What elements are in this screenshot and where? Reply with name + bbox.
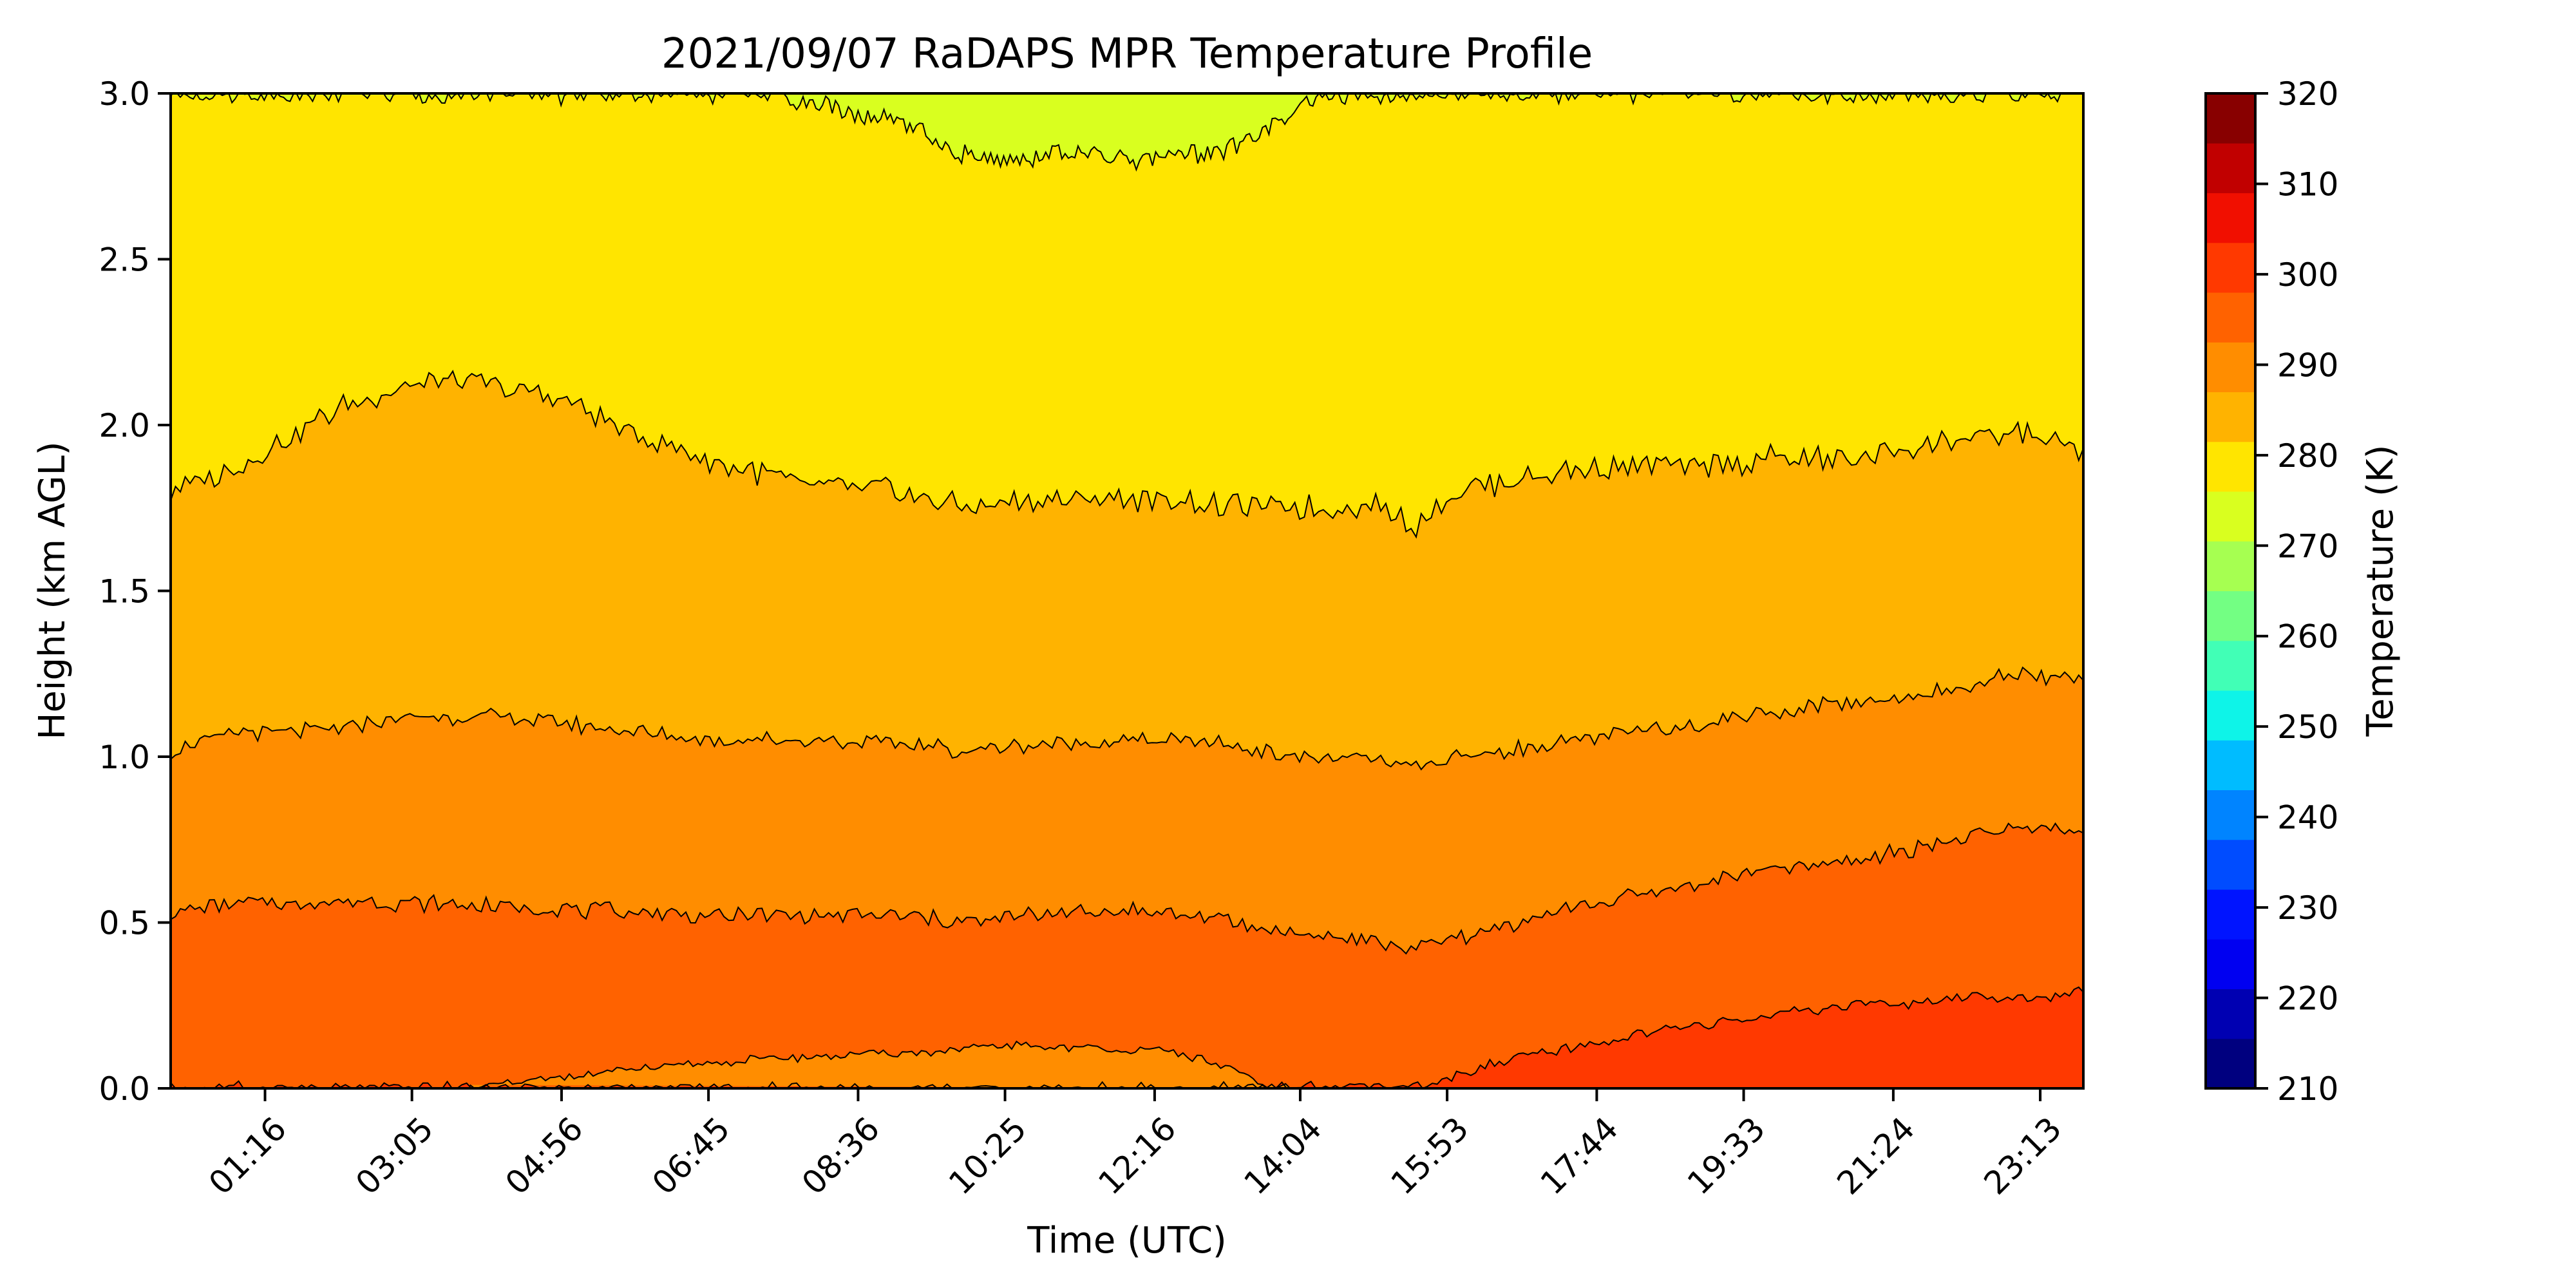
colorbar-swatch (2206, 790, 2255, 840)
x-tick-label: 21:24 (1830, 1110, 1922, 1202)
colorbar-swatch (2206, 441, 2255, 492)
contour-290-line (171, 666, 2083, 771)
contour-280-line (171, 93, 2083, 172)
x-tick-label: 08:36 (795, 1110, 887, 1202)
y-tick-label: 0.5 (99, 905, 150, 942)
plot-area (171, 93, 2083, 1088)
colorbar-swatch (2206, 889, 2255, 940)
chart-title: 2021/09/07 RaDAPS MPR Temperature Profil… (661, 30, 1593, 78)
x-tick-label: 06:45 (645, 1110, 737, 1202)
y-axis-label: Height (km AGL) (32, 441, 73, 739)
colorbar-tick-label: 290 (2277, 346, 2338, 384)
colorbar-swatch (2206, 193, 2255, 243)
contour-280-fill (171, 93, 2083, 170)
x-tick-label: 19:33 (1680, 1110, 1772, 1202)
colorbar-label: Temperature (K) (2360, 445, 2401, 737)
contour-295-surface-line (469, 1040, 1295, 1088)
colorbar-swatch (2206, 93, 2255, 144)
colorbar-swatch (2206, 1038, 2255, 1089)
colorbar-tick-label: 210 (2277, 1070, 2338, 1108)
contour-300-fill (171, 987, 2083, 1088)
y-tick-label: 2.5 (99, 242, 150, 279)
colorbar-swatch (2206, 740, 2255, 790)
colorbar-tick-label: 270 (2277, 527, 2338, 565)
x-axis-label: Time (UTC) (1027, 1220, 1227, 1262)
contour-295-line (171, 822, 2083, 955)
y-tick-label: 0.0 (99, 1070, 150, 1108)
colorbar-tick-label: 260 (2277, 618, 2338, 656)
colorbar-swatch (2206, 392, 2255, 442)
colorbar-tick-label: 220 (2277, 980, 2338, 1018)
colorbar-swatch (2206, 342, 2255, 392)
x-tick-label: 15:53 (1384, 1110, 1476, 1202)
colorbar-tick-label: 280 (2277, 437, 2338, 475)
x-tick-label: 10:25 (942, 1110, 1034, 1202)
colorbar-swatch (2206, 989, 2255, 1039)
x-tick-label: 01:16 (202, 1110, 294, 1202)
colorbar-swatch (2206, 640, 2255, 691)
colorbar-swatch (2206, 491, 2255, 542)
colorbar-frame (2204, 92, 2257, 1090)
x-tick-label: 17:44 (1533, 1110, 1625, 1202)
contour-295-fill (171, 823, 2083, 1088)
colorbar-tick-label: 320 (2277, 75, 2338, 113)
x-tick-label: 14:04 (1237, 1110, 1329, 1202)
y-tick-label: 3.0 (99, 75, 150, 113)
colorbar-tick-label: 310 (2277, 166, 2338, 203)
colorbar-swatch (2206, 591, 2255, 641)
y-tick-label: 2.0 (99, 407, 150, 444)
y-tick-label: 1.0 (99, 739, 150, 776)
colorbar-swatch (2206, 690, 2255, 741)
colorbar-swatch (2206, 541, 2255, 591)
colorbar-swatch (2206, 143, 2255, 193)
colorbar-tick-label: 300 (2277, 256, 2338, 294)
colorbar: 210 220 230 240 250 260 270 280 290 300 310 320 (2204, 75, 2338, 1108)
colorbar-swatch (2206, 242, 2255, 293)
x-tick-label: 04:56 (498, 1110, 591, 1202)
y-axis: 0.0 0.5 1.0 1.5 2.0 2.5 3.0 (99, 75, 171, 1108)
colorbar-tick-label: 240 (2277, 799, 2338, 837)
colorbar-swatch (2206, 292, 2255, 343)
colorbar-tick-label: 250 (2277, 708, 2338, 746)
contour-285-line (171, 370, 2083, 539)
colorbar-swatch (2206, 939, 2255, 989)
colorbar-tick-label: 230 (2277, 889, 2338, 927)
colorbar-swatch (2206, 839, 2255, 890)
contour-295-surface-fill (469, 1041, 1295, 1088)
x-tick-label: 23:13 (1977, 1110, 2069, 1202)
y-tick-label: 1.5 (99, 573, 150, 611)
x-tick-label: 12:16 (1092, 1110, 1184, 1202)
x-axis: 01:16 03:05 04:56 06:45 08:36 10:25 12:16 14:04… (202, 1088, 2069, 1202)
x-tick-label: 03:05 (348, 1110, 440, 1202)
